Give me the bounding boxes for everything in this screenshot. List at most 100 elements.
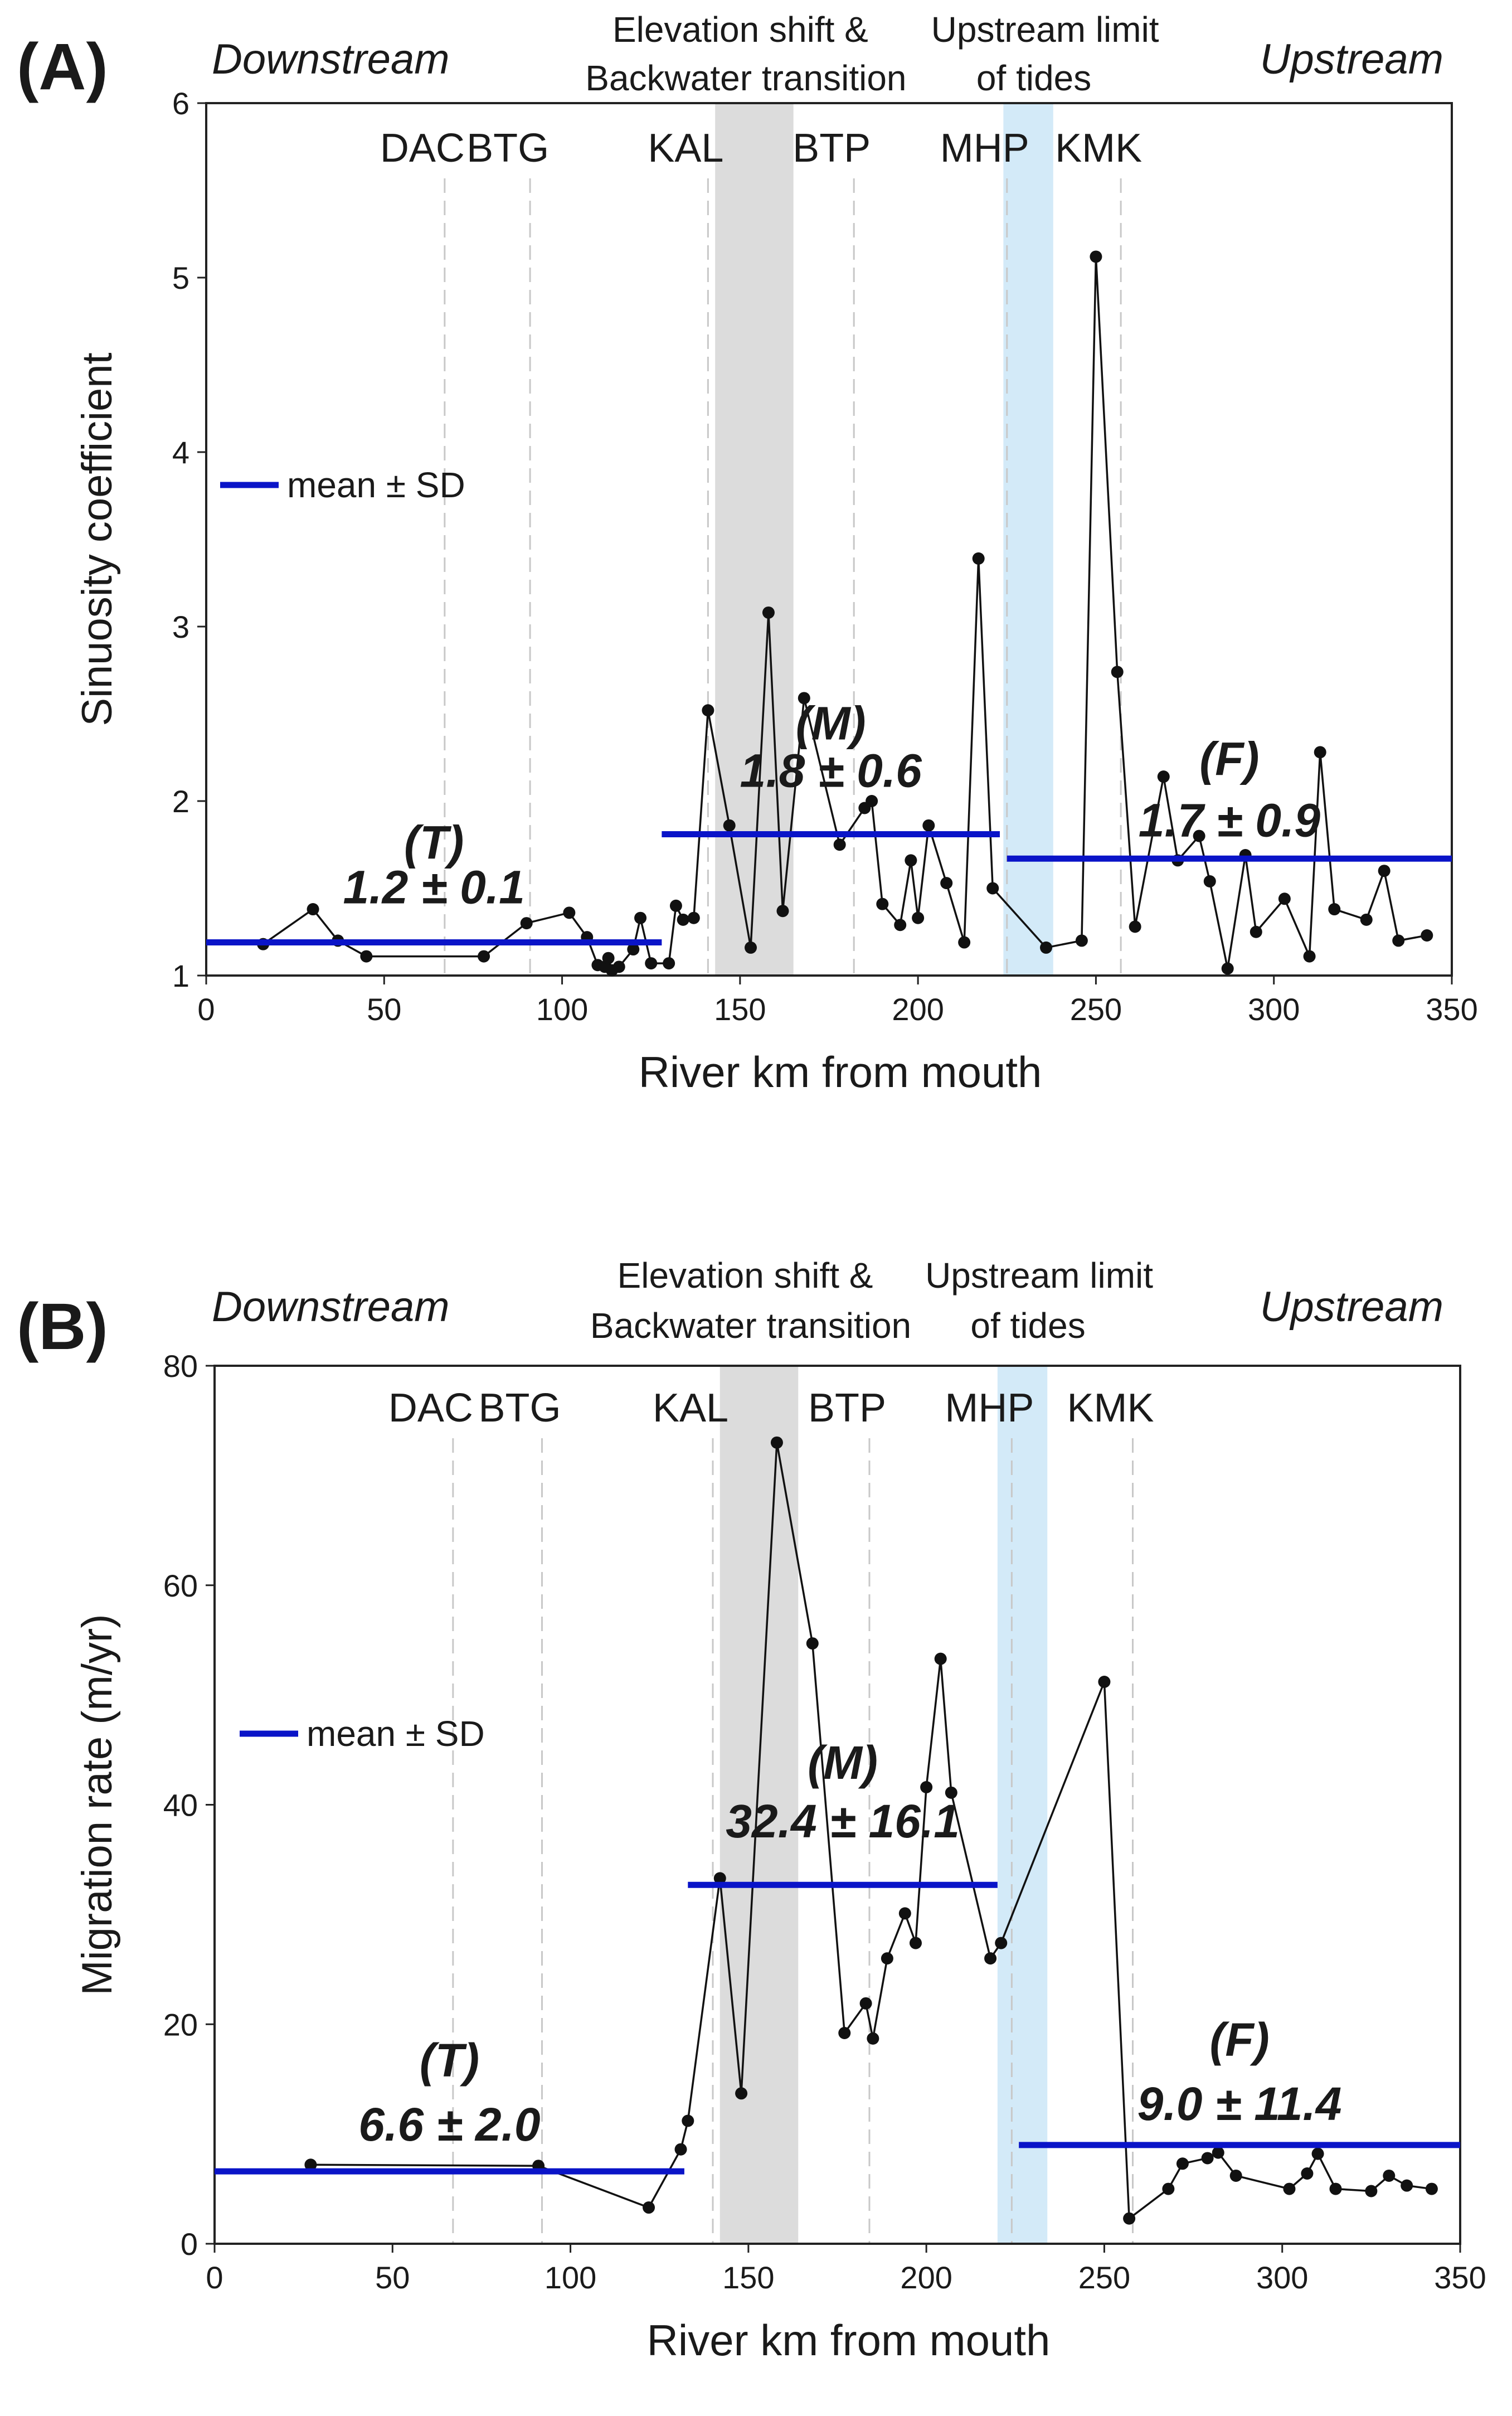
data-point [1329, 2182, 1342, 2195]
data-point [762, 606, 775, 619]
plot-frame [205, 102, 1453, 977]
data-point [876, 897, 889, 910]
data-point [881, 1952, 893, 1965]
data-point [1383, 2169, 1396, 2182]
station-label-mhp: MHP [945, 1386, 1034, 1430]
station-label-btp: BTP [793, 126, 871, 171]
data-point [894, 919, 907, 932]
tide-limit-label: Upstream limit [931, 9, 1159, 50]
station-label-kal: KAL [648, 126, 723, 171]
x-axis-title: River km from mouth [647, 2316, 1051, 2365]
data-point [713, 1872, 726, 1885]
data-point [972, 552, 985, 565]
data-point [1098, 1676, 1111, 1688]
shaded-band-upstream-limit-of-tides [1003, 103, 1053, 976]
data-point [1229, 2169, 1242, 2182]
data-point [1212, 2146, 1224, 2159]
data-point [984, 1952, 997, 1965]
data-point [520, 917, 533, 930]
data-point [723, 819, 736, 832]
shaded-band-elevation-shift-backwater-transition [719, 1366, 799, 2244]
data-point [934, 1652, 947, 1665]
data-point [1360, 913, 1373, 926]
data-point [1301, 2167, 1314, 2180]
data-point [669, 899, 682, 912]
zone-label-t: (T) [404, 817, 464, 869]
zone-stat-f: 1.7 ± 0.9 [1139, 794, 1321, 846]
x-tick-label: 150 [722, 2260, 774, 2295]
data-point [682, 2114, 694, 2127]
tide-limit-label: Upstream limit [925, 1255, 1153, 1296]
data-point [1123, 2212, 1136, 2225]
data-point [1176, 2157, 1189, 2170]
data-point [645, 957, 658, 970]
data-point [1203, 875, 1216, 887]
x-tick-label: 300 [1256, 2260, 1308, 2295]
x-tick-label: 200 [892, 992, 944, 1027]
data-point [833, 838, 846, 851]
data-point [770, 1436, 783, 1449]
station-label-btg: BTG [466, 126, 549, 171]
data-point [702, 704, 714, 717]
data-point [663, 957, 675, 970]
data-point [643, 2201, 655, 2214]
y-tick-label: 2 [172, 784, 189, 819]
station-label-kmk: KMK [1067, 1386, 1154, 1430]
station-label-kmk: KMK [1055, 126, 1142, 171]
x-tick-label: 50 [375, 2260, 410, 2295]
data-point [922, 819, 935, 832]
data-point [304, 2158, 317, 2171]
elevation-shift-label: Elevation shift & [618, 1255, 873, 1296]
data-point [1365, 2185, 1378, 2197]
x-tick-label: 100 [544, 2260, 596, 2295]
upstream-label: Upstream [1260, 1283, 1443, 1331]
y-axis-title: Sinuosity coefficient [74, 352, 121, 726]
station-label-dac: DAC [388, 1386, 473, 1430]
data-point [920, 1781, 933, 1793]
data-point [945, 1786, 957, 1799]
downstream-label: Downstream [212, 1283, 450, 1331]
data-point [1392, 934, 1405, 947]
station-label-btp: BTP [808, 1386, 886, 1430]
data-point [1421, 929, 1433, 942]
data-point [1129, 920, 1141, 933]
data-point [912, 911, 925, 924]
station-label-dac: DAC [380, 126, 465, 171]
data-point [1378, 865, 1391, 877]
x-tick-label: 250 [1070, 992, 1122, 1027]
data-point [995, 1937, 1008, 1949]
data-point [1328, 903, 1341, 916]
data-point [867, 2032, 879, 2045]
y-tick-label: 20 [163, 2007, 198, 2042]
data-point [1314, 746, 1326, 759]
data-point [1075, 934, 1088, 947]
x-tick-label: 350 [1426, 992, 1477, 1027]
data-point [838, 2027, 851, 2039]
zone-label-t: (T) [420, 2034, 479, 2087]
data-point [360, 950, 373, 963]
data-point [986, 882, 999, 895]
zone-stat-f: 9.0 ± 11.4 [1137, 2078, 1342, 2130]
zone-label-m: (M) [808, 1736, 878, 1789]
data-point [1250, 925, 1262, 938]
upstream-label: Upstream [1260, 36, 1443, 83]
data-point [1090, 250, 1102, 263]
data-point [859, 1997, 872, 2010]
x-tick-label: 250 [1078, 2260, 1130, 2295]
data-point [612, 960, 625, 973]
data-point [958, 936, 971, 949]
zone-stat-m: 32.4 ± 16.1 [726, 1795, 960, 1847]
zone-stat-t: 6.6 ± 2.0 [358, 2098, 540, 2151]
data-point [898, 1907, 911, 1920]
zone-label-f: (F) [1209, 2014, 1269, 2066]
data-point [1221, 962, 1234, 975]
y-tick-label: 6 [172, 86, 189, 121]
x-tick-label: 150 [714, 992, 766, 1027]
y-tick-label: 40 [163, 1788, 198, 1823]
y-tick-label: 1 [172, 958, 189, 993]
data-point [1278, 892, 1291, 905]
panel-a: (A) DAC BTG KAL BTP MHP KMK Downstream Upstream E… [17, 9, 1478, 1097]
zone-label-m: (M) [796, 697, 866, 749]
x-tick-label: 100 [536, 992, 588, 1027]
